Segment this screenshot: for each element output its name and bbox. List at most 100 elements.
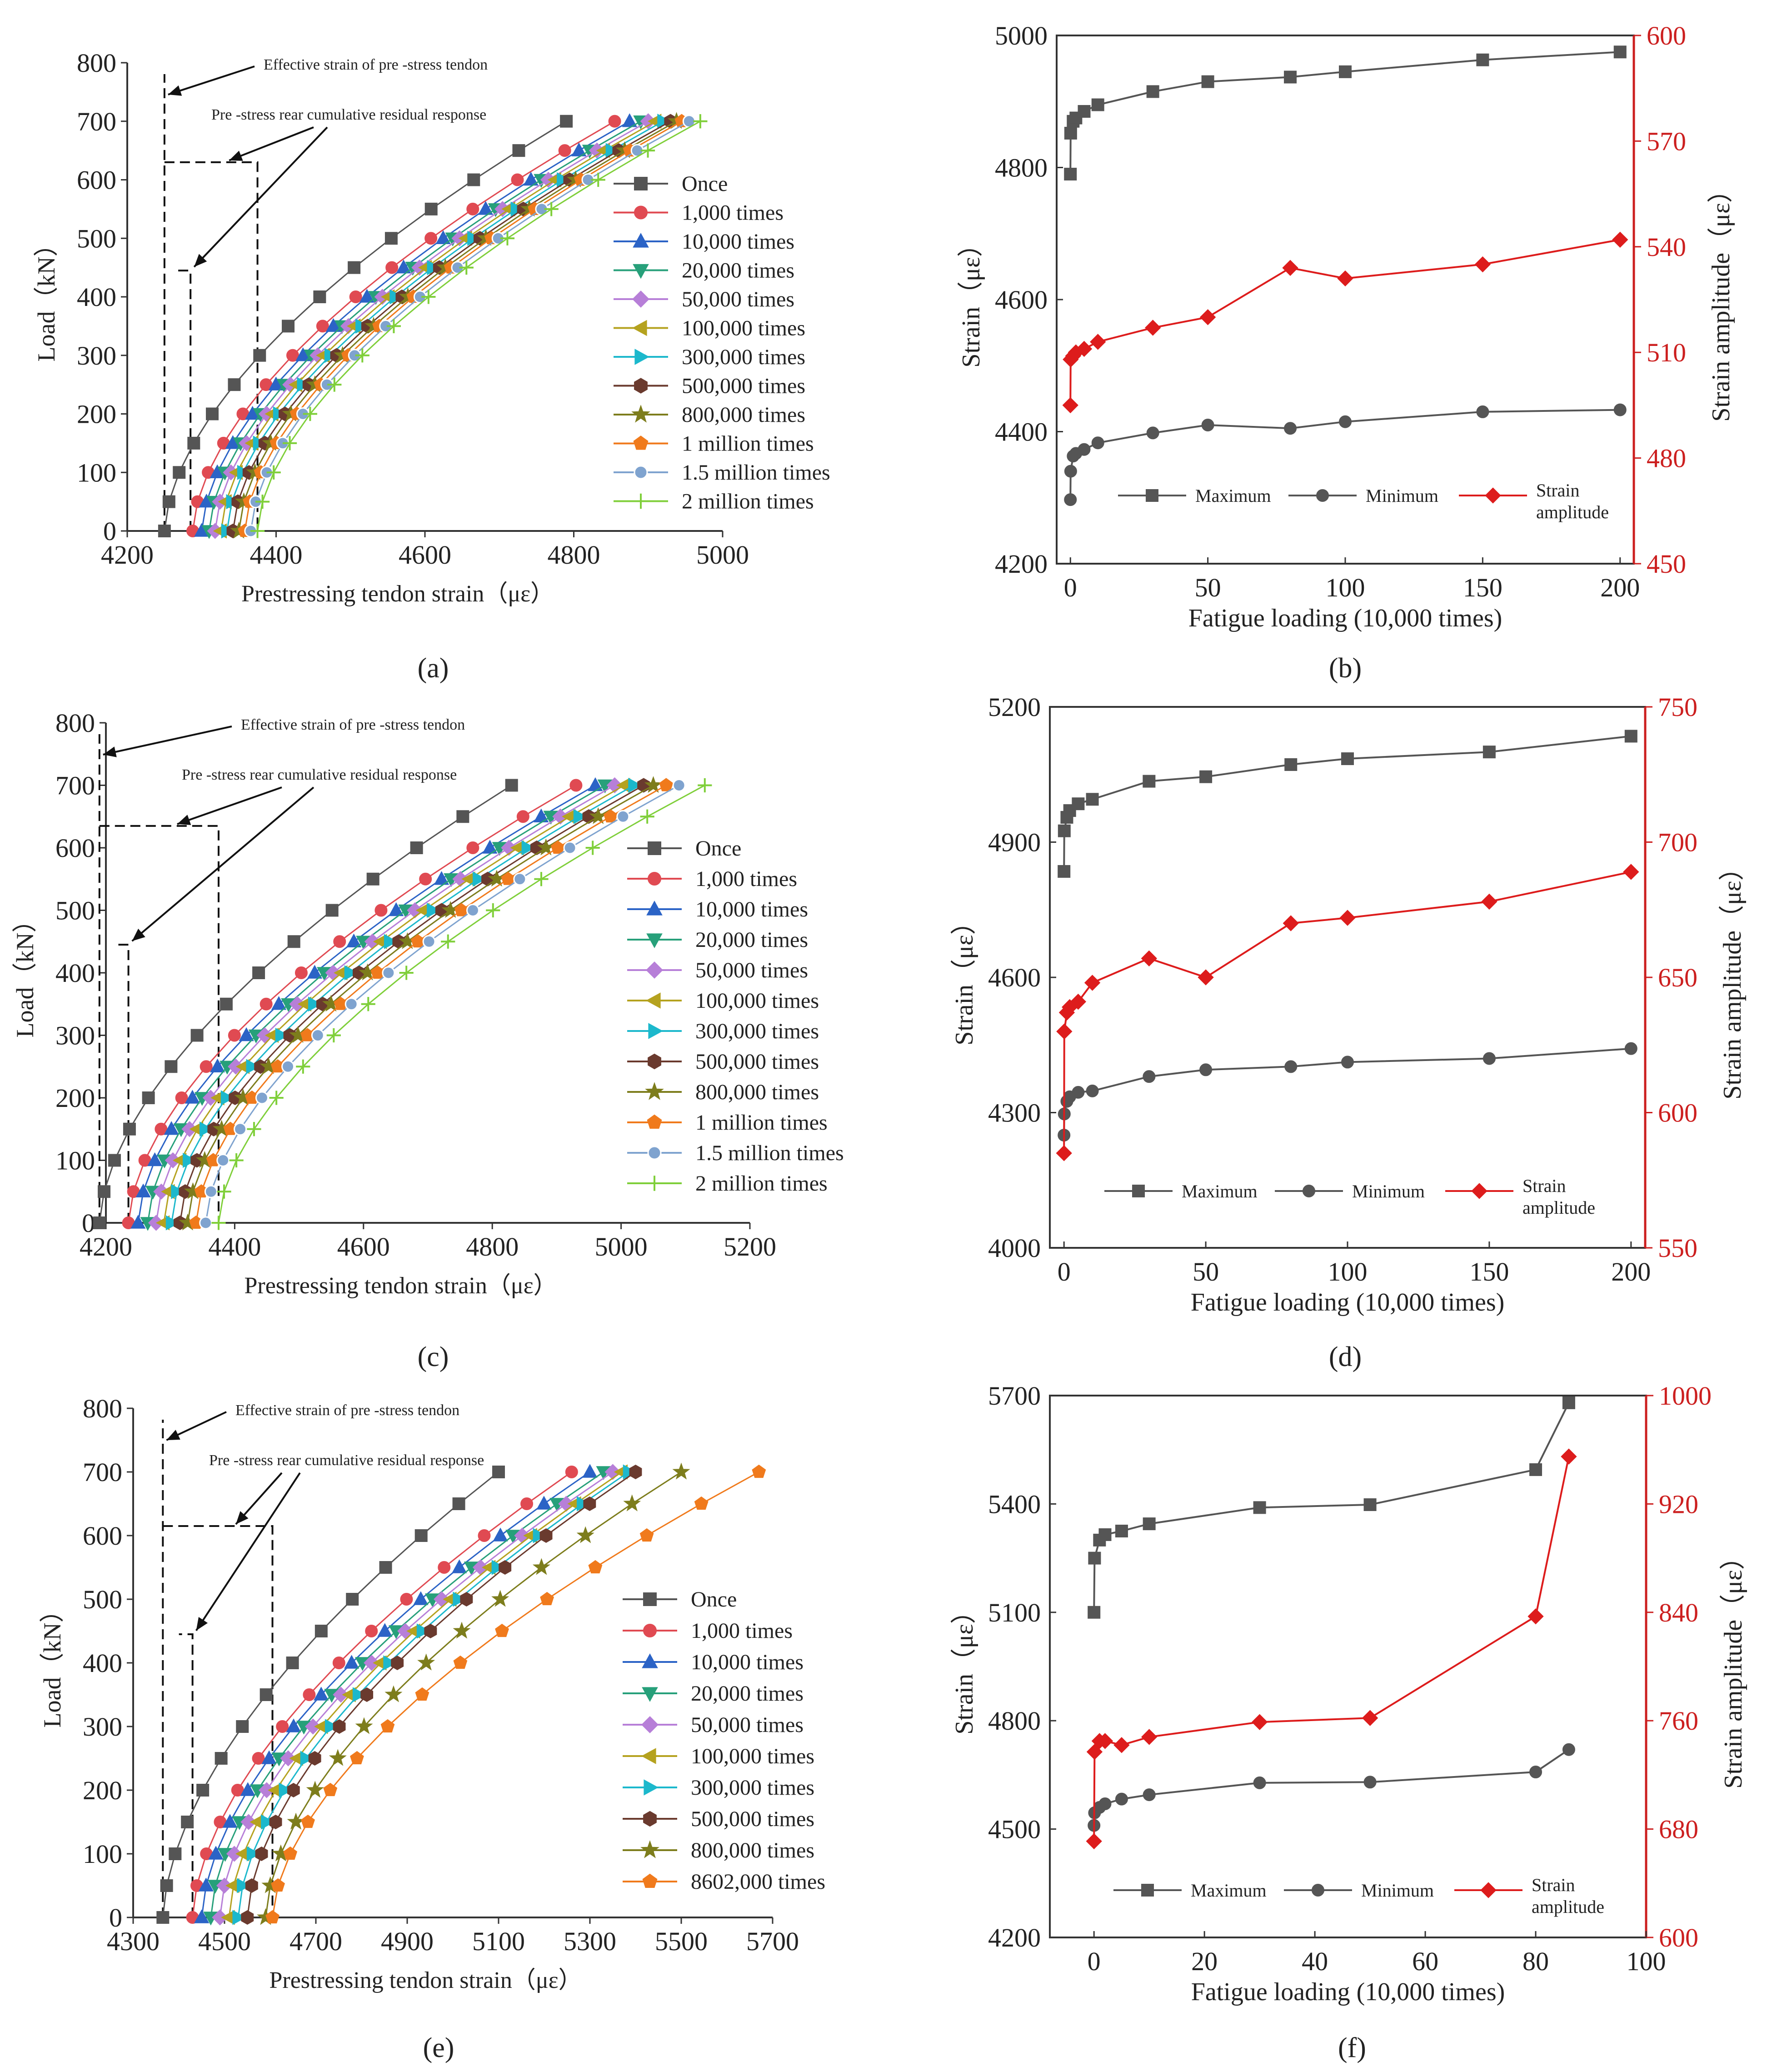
data-point bbox=[1098, 1797, 1112, 1810]
legend-label: Once bbox=[691, 1587, 737, 1612]
data-point bbox=[569, 779, 583, 792]
data-point bbox=[495, 1623, 509, 1637]
x-axis-title: Fatigue loading (10,000 times) bbox=[1188, 604, 1502, 632]
data-point bbox=[304, 1718, 321, 1735]
data-point bbox=[1072, 1086, 1085, 1099]
data-point bbox=[208, 1846, 224, 1860]
legend-label: Once bbox=[695, 836, 741, 861]
legend-label: Minimum bbox=[1366, 485, 1438, 506]
y2-tick-label: 510 bbox=[1647, 338, 1686, 367]
x-tick-label: 4600 bbox=[337, 1232, 390, 1261]
arrow-effective-strain bbox=[103, 726, 232, 756]
data-point bbox=[478, 201, 494, 215]
data-point bbox=[383, 1655, 397, 1671]
data-point bbox=[245, 1878, 258, 1893]
data-point bbox=[325, 318, 341, 332]
data-point bbox=[1476, 405, 1489, 418]
data-point bbox=[332, 1657, 345, 1669]
data-point bbox=[1090, 334, 1106, 350]
data-point bbox=[1284, 70, 1297, 84]
arrow-residual-low-head bbox=[196, 1617, 208, 1631]
data-point bbox=[391, 1655, 404, 1671]
series-line bbox=[1093, 1402, 1570, 1612]
data-point bbox=[222, 1814, 238, 1828]
y-tick-label: 4800 bbox=[988, 1706, 1041, 1736]
annotation-effective-strain: Effective strain of pre -stress tendon bbox=[235, 1402, 459, 1419]
data-point bbox=[417, 1653, 435, 1671]
data-point bbox=[296, 1059, 310, 1074]
data-point bbox=[266, 465, 281, 480]
x-tick-label: 4200 bbox=[101, 540, 154, 570]
data-point bbox=[639, 1528, 654, 1542]
data-point bbox=[1084, 975, 1101, 991]
data-point bbox=[1283, 915, 1299, 931]
legend-marker bbox=[1132, 1185, 1145, 1197]
legend-label: Minimum bbox=[1352, 1181, 1425, 1201]
y-axis-title: Load（kN） bbox=[39, 1598, 66, 1728]
x-tick-label: 0 bbox=[1058, 1257, 1071, 1286]
legend-label: 500,000 times bbox=[695, 1050, 819, 1074]
data-point bbox=[346, 933, 362, 947]
data-point bbox=[1624, 1042, 1637, 1055]
data-point bbox=[384, 232, 398, 245]
data-point bbox=[1561, 1448, 1577, 1465]
data-point bbox=[414, 1529, 428, 1542]
data-point bbox=[147, 1152, 163, 1166]
x-tick-label: 4400 bbox=[208, 1232, 261, 1261]
data-point bbox=[286, 1718, 301, 1732]
data-point bbox=[582, 809, 595, 824]
legend-label: 800,000 times bbox=[695, 1080, 819, 1104]
legend-marker bbox=[632, 320, 647, 336]
data-point bbox=[365, 1625, 378, 1637]
data-point bbox=[1363, 1498, 1377, 1511]
y2-tick-label: 450 bbox=[1647, 549, 1686, 579]
y-tick-label: 5000 bbox=[995, 21, 1048, 50]
data-point bbox=[459, 260, 474, 275]
data-point bbox=[261, 1814, 275, 1830]
data-point bbox=[1058, 824, 1071, 837]
y-tick-label: 200 bbox=[83, 1776, 122, 1805]
data-point bbox=[1612, 231, 1628, 248]
data-point bbox=[424, 1623, 437, 1639]
y-tick-label: 100 bbox=[77, 458, 116, 487]
data-point bbox=[253, 349, 266, 362]
x-tick-label: 5700 bbox=[746, 1927, 799, 1956]
legend-label: 2 million times bbox=[682, 490, 814, 514]
data-point bbox=[241, 1910, 254, 1925]
data-point bbox=[165, 1215, 180, 1231]
data-point bbox=[1086, 793, 1099, 806]
y-tick-label: 600 bbox=[77, 165, 116, 195]
panel-letter: (d) bbox=[1329, 1341, 1362, 1372]
data-point bbox=[200, 1060, 213, 1073]
data-point bbox=[1091, 98, 1104, 111]
legend-label: 1,000 times bbox=[695, 867, 797, 891]
series-line bbox=[1093, 1749, 1570, 1826]
data-point bbox=[281, 1060, 295, 1073]
data-point bbox=[344, 1655, 359, 1669]
series-group bbox=[1086, 1396, 1577, 1850]
legend-label: 10,000 times bbox=[691, 1650, 804, 1674]
data-point bbox=[1146, 85, 1159, 98]
data-point bbox=[521, 840, 536, 856]
x-axis-title: Prestressing tendon strain（με） bbox=[269, 1967, 582, 1993]
y-axis-title: Strain（με） bbox=[950, 1598, 978, 1734]
data-point bbox=[1624, 730, 1637, 743]
legend-marker bbox=[633, 435, 649, 450]
data-point bbox=[283, 1028, 296, 1043]
data-point bbox=[276, 1720, 289, 1733]
data-point bbox=[438, 1561, 451, 1574]
data-point bbox=[500, 231, 515, 245]
data-point bbox=[234, 1122, 247, 1136]
legend-label: 20,000 times bbox=[691, 1682, 804, 1706]
data-point bbox=[1529, 1766, 1542, 1779]
x-tick-label: 4600 bbox=[399, 540, 451, 570]
x-tick-label: 200 bbox=[1600, 573, 1640, 602]
data-point bbox=[513, 872, 527, 886]
y-tick-label: 500 bbox=[77, 224, 116, 253]
legend: Once 1,000 times 10,000 times 20,000 times 5… bbox=[623, 1587, 825, 1894]
data-point bbox=[512, 144, 525, 157]
data-point bbox=[441, 934, 455, 949]
x-tick-label: 150 bbox=[1469, 1257, 1509, 1286]
series-line bbox=[237, 1471, 629, 1918]
legend-label: 1.5 million times bbox=[695, 1141, 844, 1165]
